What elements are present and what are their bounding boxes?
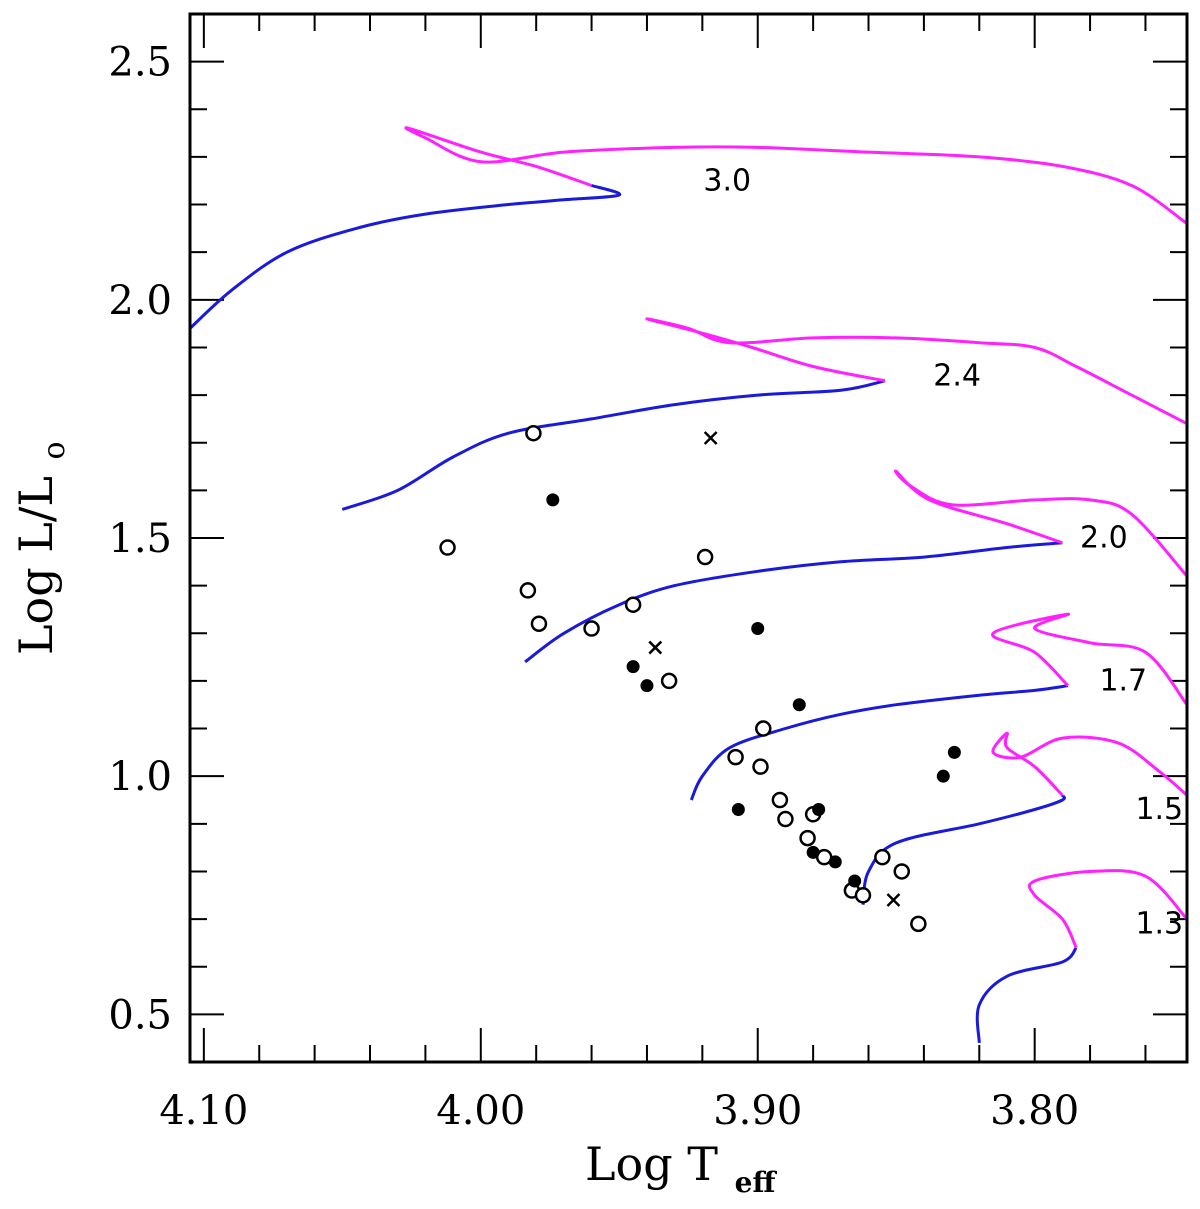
y-tick-label: 0.5: [108, 992, 172, 1038]
filled-circle-point: [812, 803, 826, 817]
open-circle-point: [893, 863, 910, 880]
filled-circle-point: [546, 493, 560, 507]
filled-circle-point: [792, 698, 806, 712]
y-tick-label: 1.5: [108, 516, 172, 562]
track-post-main-sequence: [404, 126, 1188, 225]
filled-circle-point: [828, 855, 842, 869]
open-circle-point: [519, 582, 537, 599]
open-circle-point: [583, 620, 600, 637]
track-post-main-sequence: [645, 317, 1188, 426]
track-3.0: 3.0: [188, 126, 1188, 330]
track-1.7: 1.7: [689, 612, 1189, 801]
mass-label: 2.4: [933, 359, 981, 394]
y-tick-label: 2.0: [108, 278, 172, 324]
open-circle-point: [696, 548, 714, 566]
x-axis-title-sub: eff: [735, 1166, 778, 1199]
open-circle-point: [727, 748, 744, 766]
track-main-sequence: [188, 184, 622, 330]
open-circle-point: [910, 915, 927, 933]
track-2.4: 2.4: [341, 317, 1188, 511]
open-circle-point: [530, 615, 548, 632]
y-tick-label: 2.5: [108, 40, 172, 86]
y-axis-title-main: Log L/L: [9, 476, 63, 655]
open-circle-point: [755, 720, 772, 737]
x-axis-title-main: Log T: [585, 1137, 718, 1191]
x-tick-label: 3.80: [990, 1088, 1079, 1134]
mass-label: 1.5: [1135, 792, 1183, 827]
track-post-main-sequence: [991, 612, 1189, 706]
series-crosses: [648, 431, 901, 907]
x-tick-label: 4.10: [159, 1088, 248, 1134]
open-circle-point: [752, 758, 769, 775]
cross-point: [886, 893, 901, 907]
open-circle-point: [854, 887, 872, 904]
open-circle-point: [439, 539, 456, 556]
filled-circle-point: [936, 769, 950, 783]
plot-frame: [188, 12, 1189, 1064]
cross-point: [648, 640, 663, 655]
filled-circle-point: [806, 845, 820, 859]
track-main-sequence: [524, 541, 1063, 664]
y-tick-label: 1.0: [108, 754, 172, 800]
track-main-sequence: [861, 794, 1066, 906]
y-axis-title-sub: o: [37, 441, 72, 459]
axis-ticks: [190, 14, 1187, 1062]
x-tick-label: 3.90: [713, 1088, 802, 1134]
mass-label: 2.0: [1080, 521, 1128, 556]
filled-circle-point: [640, 679, 654, 693]
mass-label: 1.3: [1135, 906, 1183, 941]
track-main-sequence: [341, 379, 886, 511]
filled-circle-point: [848, 874, 862, 888]
track-2.0: 2.0: [524, 469, 1189, 664]
track-1.3: 1.3: [975, 869, 1189, 1043]
open-circle-point: [799, 829, 816, 847]
filled-circle-point: [626, 660, 640, 674]
filled-circle-point: [947, 745, 961, 759]
mass-label: 1.7: [1099, 663, 1147, 698]
track-post-main-sequence: [1027, 869, 1189, 949]
x-axis-title: Log T eff: [585, 1137, 777, 1199]
x-tick-label: 4.00: [436, 1088, 525, 1134]
evolution-tracks: 3.0 2.4 2.0 1.7 1.5 1.3: [188, 126, 1189, 1043]
open-circle-point: [771, 791, 789, 809]
cross-point: [703, 431, 718, 445]
data-points: [439, 424, 961, 933]
tick-labels: 4.10 4.00 3.90 3.80 0.5 1.0 1.5 2.0 2.5: [108, 40, 1079, 1134]
open-circle-point: [525, 424, 542, 442]
track-main-sequence: [689, 684, 1069, 801]
open-circle-point: [874, 848, 891, 866]
filled-circle-point: [731, 803, 745, 817]
track-main-sequence: [975, 946, 1078, 1043]
filled-circle-point: [751, 622, 765, 636]
track-post-main-sequence: [893, 469, 1189, 578]
open-circle-point: [624, 596, 642, 613]
series-filled-circles: [546, 493, 961, 888]
series-open-circles: [439, 424, 927, 933]
open-circle-point: [777, 810, 794, 828]
mass-label: 3.0: [703, 163, 751, 198]
track-post-main-sequence: [991, 731, 1188, 797]
open-circle-point: [660, 672, 678, 690]
track-1.5: 1.5: [861, 731, 1188, 906]
y-axis-title: Log L/L o: [9, 441, 72, 655]
